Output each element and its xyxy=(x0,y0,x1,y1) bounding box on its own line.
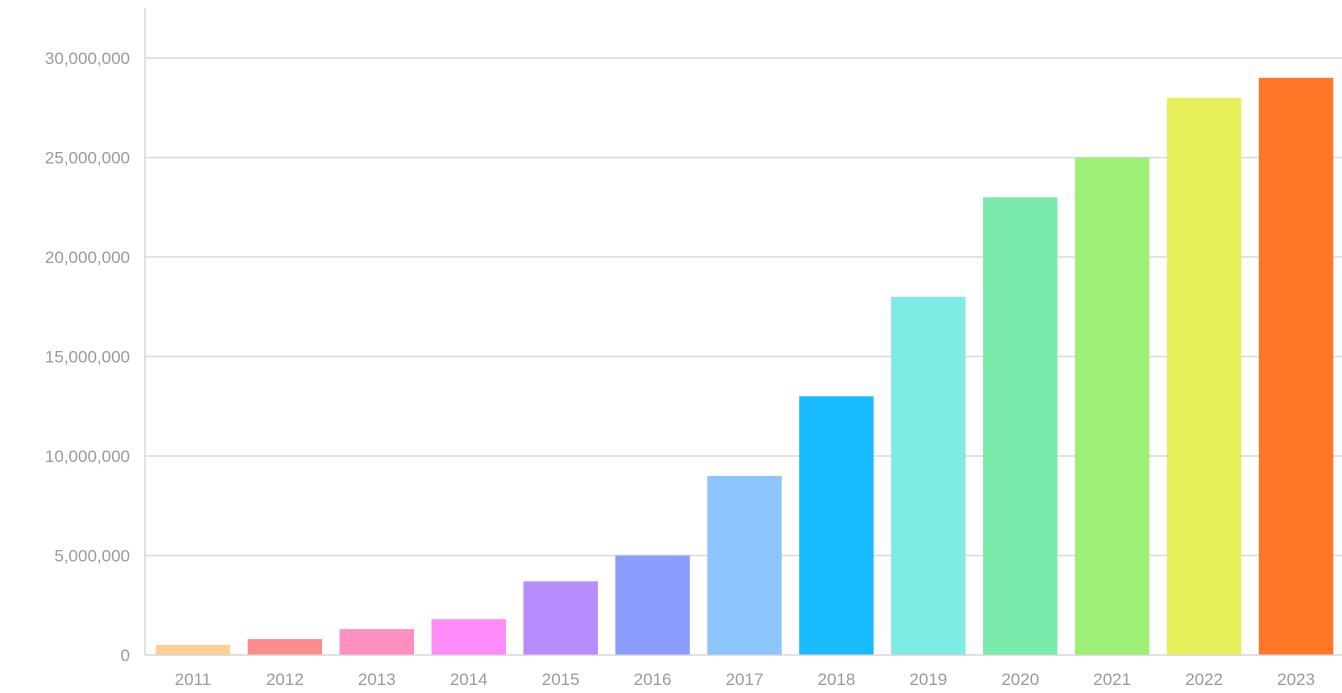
bar-2017[interactable] xyxy=(707,475,782,655)
x-tick-label: 2016 xyxy=(634,670,672,689)
x-tick-label: 2021 xyxy=(1093,670,1131,689)
bar-2022[interactable] xyxy=(1166,97,1242,656)
bar-layer xyxy=(155,77,1334,656)
x-tick-label: 2022 xyxy=(1185,670,1223,689)
bar-2018[interactable] xyxy=(799,396,874,655)
y-tick-label: 15,000,000 xyxy=(45,348,130,367)
y-tick-label: 5,000,000 xyxy=(54,547,130,566)
y-tick-label: 20,000,000 xyxy=(45,248,130,267)
y-tick-label: 25,000,000 xyxy=(45,149,130,168)
x-tick-label: 2014 xyxy=(450,670,488,689)
label-layer: 0 5,000,000 10,000,000 15,000,000 20,000,000… xyxy=(45,49,1315,689)
bar-2015[interactable] xyxy=(523,581,598,655)
bar-2021[interactable] xyxy=(1074,157,1150,656)
y-tick-label: 10,000,000 xyxy=(45,447,130,466)
bar-2019[interactable] xyxy=(891,296,966,655)
y-tick-label: 30,000,000 xyxy=(45,49,130,68)
axis-layer xyxy=(144,8,1342,656)
bar-2023[interactable] xyxy=(1258,77,1334,655)
bar-2011[interactable] xyxy=(155,645,231,655)
x-tick-label: 2023 xyxy=(1277,670,1315,689)
y-tick-label: 0 xyxy=(121,646,130,665)
bar-2013[interactable] xyxy=(339,629,415,655)
x-tick-label: 2012 xyxy=(266,670,304,689)
x-tick-label: 2011 xyxy=(175,670,212,689)
x-tick-label: 2020 xyxy=(1001,670,1039,689)
x-tick-label: 2018 xyxy=(818,670,856,689)
x-tick-label: 2019 xyxy=(909,670,947,689)
bar-2014[interactable] xyxy=(431,619,506,655)
bar-2012[interactable] xyxy=(247,639,323,655)
bar-2020[interactable] xyxy=(983,197,1058,656)
x-tick-label: 2013 xyxy=(358,670,396,689)
x-tick-label: 2017 xyxy=(726,670,764,689)
bar-2016[interactable] xyxy=(615,555,690,656)
x-tick-label: 2015 xyxy=(542,670,580,689)
